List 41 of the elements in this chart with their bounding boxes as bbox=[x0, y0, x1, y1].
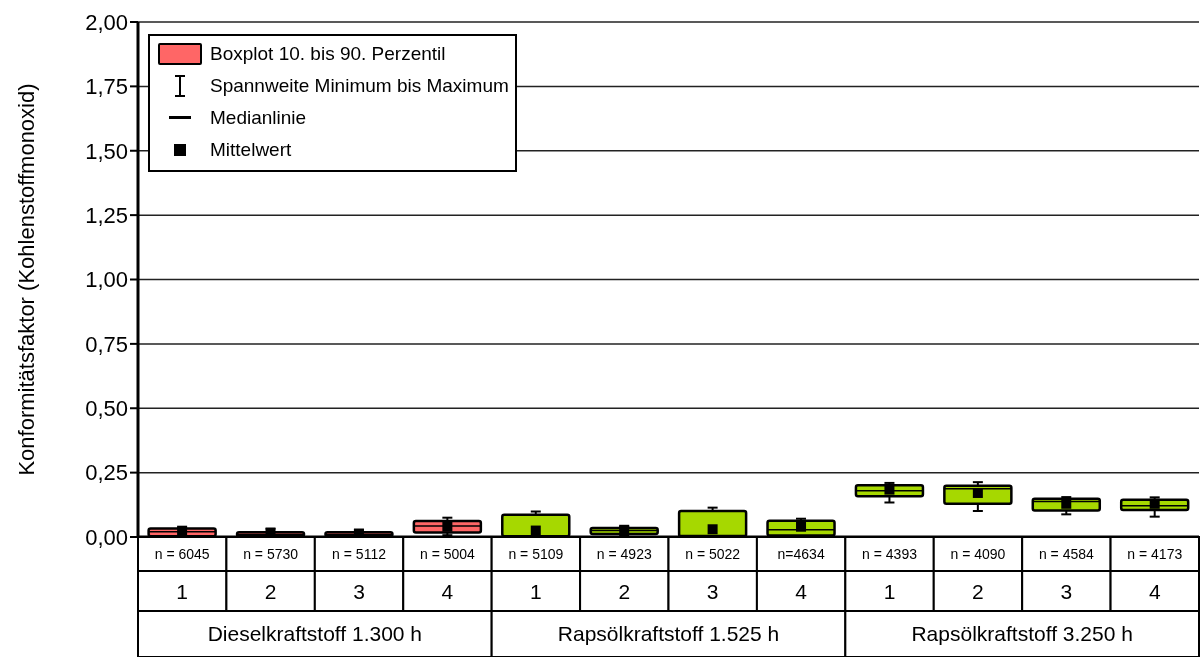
annotation: Medianlinie bbox=[210, 107, 307, 129]
text: n = 5112 bbox=[332, 546, 387, 562]
text: n = 4923 bbox=[596, 546, 652, 562]
y-tick-label: 0,00 bbox=[85, 524, 128, 550]
x-tick-label: 2 bbox=[264, 580, 277, 603]
annotation: Mittelwert bbox=[210, 139, 292, 161]
x-tick-label: 3 bbox=[1060, 580, 1073, 603]
y-tick-label: 2,00 bbox=[85, 9, 128, 35]
x-tick-label: 2 bbox=[618, 580, 631, 603]
text: Rapsölkraftstoff 3.250 h bbox=[911, 622, 1133, 645]
y-tick-label: 1,25 bbox=[85, 202, 128, 228]
text: Dieselkraftstoff 1.300 h bbox=[207, 622, 423, 645]
y-tick-label: 1,75 bbox=[85, 74, 128, 100]
x-tick-label: 4 bbox=[795, 580, 808, 603]
text: n = 4090 bbox=[950, 546, 1006, 562]
text: n = 4393 bbox=[862, 546, 918, 562]
y-tick-label: 0,75 bbox=[85, 331, 128, 357]
annotation: Boxplot 10. bis 90. Perzentil bbox=[210, 43, 446, 65]
text: n = 5109 bbox=[508, 546, 564, 562]
text: n = 4584 bbox=[1038, 546, 1095, 562]
x-tick-label: 1 bbox=[883, 580, 896, 603]
text: n = 5022 bbox=[685, 546, 741, 562]
x-tick-label: 1 bbox=[530, 580, 542, 603]
y-tick-label: 1,50 bbox=[85, 138, 128, 164]
x-tick-label: 3 bbox=[706, 580, 719, 603]
text: n = 5004 bbox=[420, 546, 476, 562]
x-tick-label: 2 bbox=[972, 580, 984, 603]
x-tick-label: 4 bbox=[1148, 580, 1161, 603]
y-axis-title: Konformitätsfaktor (Kohlenstoffmonoxid) bbox=[13, 83, 39, 476]
text: n = 5730 bbox=[243, 546, 299, 562]
text: Rapsölkraftstoff 1.525 h bbox=[557, 622, 780, 645]
annotation: Spannweite Minimum bis Maximum bbox=[210, 75, 509, 97]
x-tick-label: 1 bbox=[176, 580, 189, 603]
text: n=4634 bbox=[777, 546, 825, 562]
y-tick-label: 1,00 bbox=[85, 267, 128, 293]
text: n = 6045 bbox=[154, 546, 210, 562]
text: n = 4173 bbox=[1127, 546, 1183, 562]
y-tick-label: 0,25 bbox=[85, 460, 128, 486]
x-tick-label: 3 bbox=[353, 580, 365, 603]
x-tick-label: 4 bbox=[441, 580, 454, 603]
y-tick-label: 0,50 bbox=[85, 396, 128, 422]
